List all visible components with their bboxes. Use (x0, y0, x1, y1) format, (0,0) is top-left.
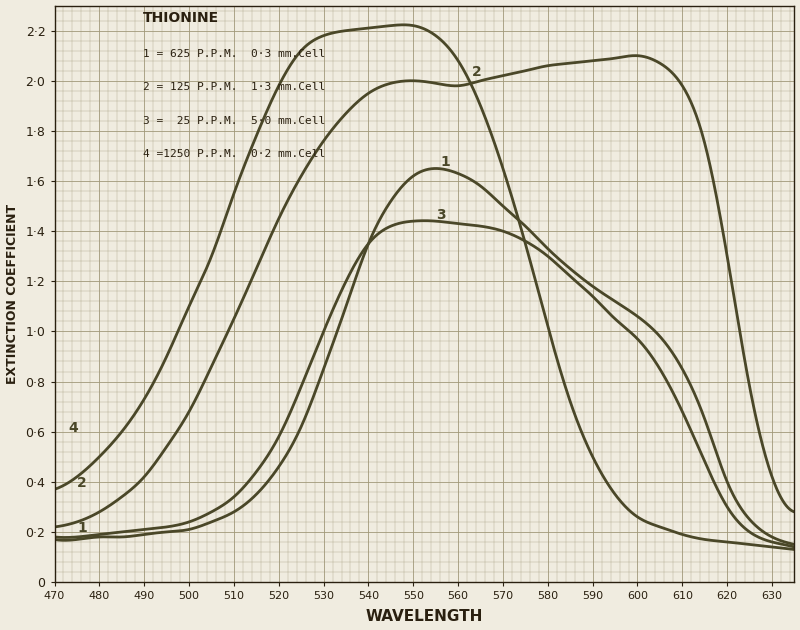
Text: THIONINE: THIONINE (143, 11, 219, 25)
X-axis label: WAVELENGTH: WAVELENGTH (366, 609, 483, 624)
Text: 1 = 625 P.P.M.  0·3 mm.Cell: 1 = 625 P.P.M. 0·3 mm.Cell (143, 49, 326, 59)
Text: 2 = 125 P.P.M.  1·3 mm.Cell: 2 = 125 P.P.M. 1·3 mm.Cell (143, 83, 326, 92)
Text: 3 =  25 P.P.M.  5·0 mm.Cell: 3 = 25 P.P.M. 5·0 mm.Cell (143, 116, 326, 125)
Text: 2: 2 (77, 476, 86, 490)
Text: 4 =1250 P.P.M.  0·2 mm.Cell: 4 =1250 P.P.M. 0·2 mm.Cell (143, 149, 326, 159)
Y-axis label: EXTINCTION COEFFICIENT: EXTINCTION COEFFICIENT (6, 203, 18, 384)
Text: 4: 4 (68, 421, 78, 435)
Text: 3: 3 (436, 208, 446, 222)
Text: 2: 2 (471, 65, 482, 79)
Text: 1: 1 (440, 155, 450, 169)
Text: 1: 1 (77, 521, 86, 535)
